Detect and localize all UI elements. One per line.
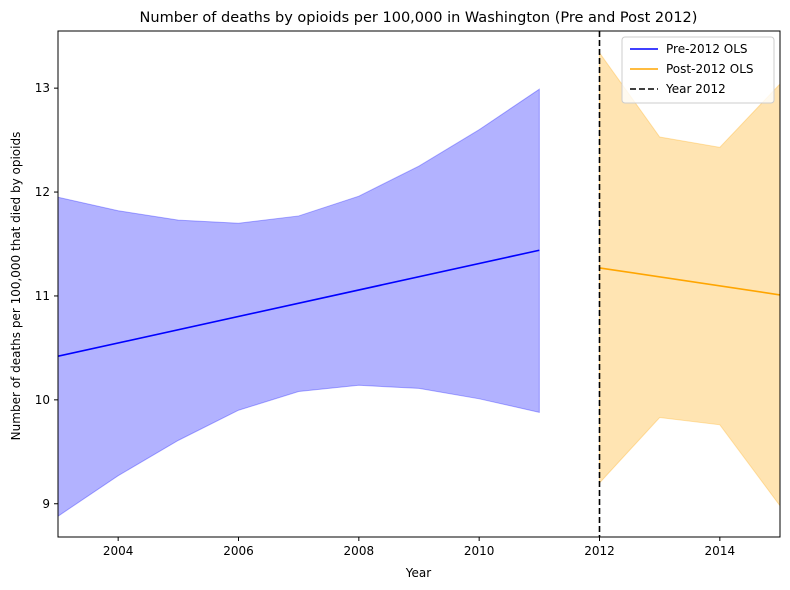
x-tick-label-2004: 2004	[103, 544, 134, 558]
x-tick-label-2008: 2008	[344, 544, 375, 558]
y-tick-label-13: 13	[35, 81, 50, 95]
legend: Pre-2012 OLS Post-2012 OLS Year 2012	[621, 36, 775, 104]
x-tick-label-2010: 2010	[464, 544, 495, 558]
y-axis-label: Number of deaths per 100,000 that died b…	[9, 132, 23, 441]
x-tick-label-2006: 2006	[223, 544, 254, 558]
legend-box	[621, 36, 775, 104]
legend-label-2: Year 2012	[665, 82, 726, 96]
y-tick-label-10: 10	[35, 393, 50, 407]
legend-label-0: Pre-2012 OLS	[666, 42, 748, 56]
y-tick-label-11: 11	[35, 289, 50, 303]
series-line-1	[599, 267, 780, 296]
series-line-0	[58, 249, 540, 357]
chart-title: Number of deaths by opioids per 100,000 …	[140, 10, 698, 26]
x-tick-label-2014: 2014	[705, 544, 736, 558]
y-tick-label-9: 9	[42, 497, 50, 511]
legend-label-1: Post-2012 OLS	[666, 62, 754, 76]
x-tick-label-2012: 2012	[584, 544, 615, 558]
x-axis-label: Year	[405, 566, 431, 580]
plot-clip-group	[58, 31, 780, 537]
plot-frame	[57, 30, 781, 538]
plot-area: 2004 2006 2008 2010 2012 2014 9 10 11 12 13	[35, 30, 781, 558]
confidence-band-1	[599, 51, 780, 507]
y-tick-label-12: 12	[35, 185, 50, 199]
